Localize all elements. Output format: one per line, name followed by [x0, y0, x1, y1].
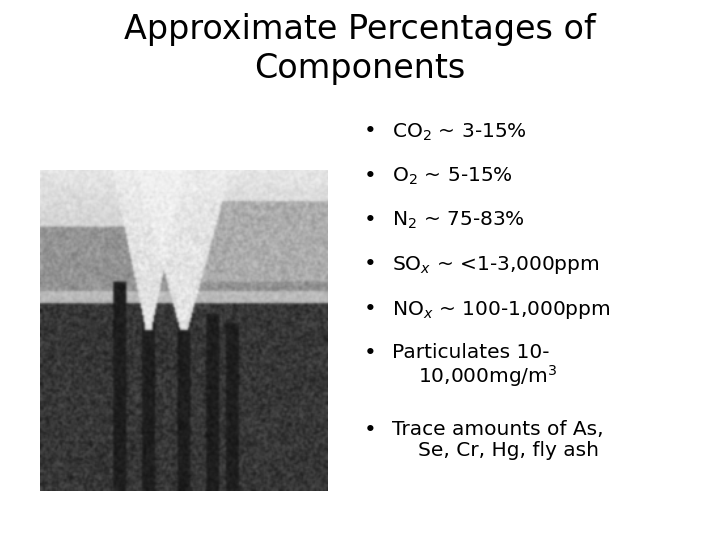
Text: •: • — [364, 420, 377, 441]
Text: •: • — [364, 254, 377, 274]
Text: Approximate Percentages of
Components: Approximate Percentages of Components — [124, 14, 596, 85]
Text: 10,000mg/m$^3$: 10,000mg/m$^3$ — [418, 363, 557, 389]
Text: N$_2$ ~ 75-83%: N$_2$ ~ 75-83% — [392, 210, 526, 231]
Text: NO$_x$ ~ 100-1,000ppm: NO$_x$ ~ 100-1,000ppm — [392, 299, 611, 321]
Text: •: • — [364, 343, 377, 363]
Text: Se, Cr, Hg, fly ash: Se, Cr, Hg, fly ash — [418, 441, 598, 460]
Text: Trace amounts of As,: Trace amounts of As, — [392, 420, 604, 440]
Text: •: • — [364, 122, 377, 141]
Text: •: • — [364, 210, 377, 230]
Text: SO$_x$ ~ <1-3,000ppm: SO$_x$ ~ <1-3,000ppm — [392, 254, 600, 276]
Text: CO$_2$ ~ 3-15%: CO$_2$ ~ 3-15% — [392, 122, 527, 143]
Text: Particulates 10-: Particulates 10- — [392, 343, 550, 362]
Text: •: • — [364, 166, 377, 186]
Text: O$_2$ ~ 5-15%: O$_2$ ~ 5-15% — [392, 166, 513, 187]
Text: •: • — [364, 299, 377, 319]
